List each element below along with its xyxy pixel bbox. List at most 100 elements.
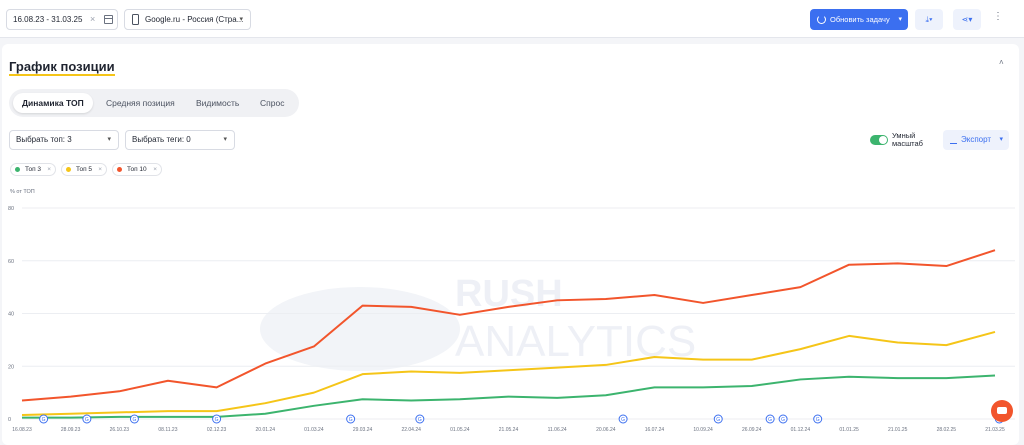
x-tick-label: 20.01.24 bbox=[256, 427, 276, 433]
x-tick-label: 16.07.24 bbox=[645, 427, 665, 433]
x-tick-label: 28.02.25 bbox=[937, 427, 957, 433]
search-engine-value: Google.ru - Россия (Стра... bbox=[145, 15, 244, 24]
event-marker-label: G bbox=[768, 417, 772, 423]
chevron-down-icon: ▾ bbox=[898, 16, 902, 23]
event-marker-label: G bbox=[716, 417, 720, 423]
download-button[interactable]: ⤓▾ bbox=[915, 9, 943, 30]
event-marker-label: G bbox=[621, 417, 625, 423]
select-tags-value: Выбрать теги: 0 bbox=[132, 135, 191, 144]
clear-icon[interactable]: × bbox=[90, 14, 96, 24]
event-marker-label: G bbox=[418, 417, 422, 423]
event-marker bbox=[129, 414, 139, 424]
smart-scale-label: Умный масштаб bbox=[892, 131, 923, 148]
share-button[interactable]: ⋖▾ bbox=[953, 9, 981, 30]
download-icon: ⤓ bbox=[925, 15, 930, 24]
legend-label: Топ 3 bbox=[25, 166, 42, 173]
x-tick-label: 01.12.24 bbox=[791, 427, 811, 433]
select-top-value: Выбрать топ: 3 bbox=[16, 135, 72, 144]
chevron-down-icon: ▾ bbox=[999, 136, 1003, 143]
x-tick-label: 01.03.24 bbox=[304, 427, 324, 433]
x-tick-label: 21.05.24 bbox=[499, 427, 519, 433]
event-marker bbox=[765, 414, 775, 424]
x-tick-label: 08.11.23 bbox=[158, 427, 177, 433]
series-line bbox=[21, 249, 996, 402]
watermark-text: ANALYTICS bbox=[455, 317, 696, 366]
tab-top-dynamics[interactable]: Динамика ТОП bbox=[13, 93, 93, 113]
download-icon bbox=[950, 135, 957, 144]
event-marker bbox=[82, 414, 92, 424]
chevron-down-icon: ▾ bbox=[223, 136, 227, 143]
export-button[interactable]: Экспорт ▾ bbox=[943, 130, 1009, 150]
mobile-device-icon bbox=[132, 14, 139, 25]
x-tick-label: 02.12.23 bbox=[207, 427, 227, 433]
position-chart-card: График позиции ˄ Динамика ТОП Средняя по… bbox=[2, 44, 1019, 445]
x-tick-label: 26.09.24 bbox=[742, 427, 762, 433]
x-tick-label: 26.10.23 bbox=[110, 427, 130, 433]
legend-chip-top5[interactable]: Топ 5 × bbox=[61, 163, 107, 176]
calendar-icon[interactable] bbox=[104, 15, 113, 24]
x-tick-label: 20.06.24 bbox=[596, 427, 616, 433]
share-icon: ⋖ bbox=[961, 15, 969, 24]
tab-demand[interactable]: Спрос bbox=[260, 98, 285, 108]
event-marker bbox=[713, 414, 723, 424]
watermark-logo bbox=[260, 287, 460, 371]
watermark-text: RUSH bbox=[455, 273, 563, 315]
legend-chip-top10[interactable]: Топ 10 × bbox=[112, 163, 162, 176]
x-tick-label: 11.06.24 bbox=[548, 427, 567, 433]
chat-button[interactable] bbox=[991, 400, 1013, 422]
smart-scale-toggle[interactable] bbox=[870, 135, 888, 145]
tab-visibility[interactable]: Видимость bbox=[196, 98, 240, 108]
refresh-icon bbox=[817, 15, 826, 24]
export-label: Экспорт bbox=[961, 135, 992, 144]
event-marker bbox=[618, 414, 628, 424]
x-tick-label: 28.09.23 bbox=[61, 427, 81, 433]
remove-icon[interactable]: × bbox=[153, 166, 157, 173]
x-tick-label: 10.09.24 bbox=[693, 427, 713, 433]
legend-label: Топ 5 bbox=[76, 166, 93, 173]
tab-average-position[interactable]: Средняя позиция bbox=[106, 98, 175, 108]
y-tick-label: 0 bbox=[8, 417, 11, 423]
series-line bbox=[21, 330, 996, 417]
top-toolbar: 16.08.23 - 31.03.25 × Google.ru - Россия… bbox=[0, 0, 1024, 38]
legend-dot bbox=[66, 167, 71, 172]
legend-chip-top3[interactable]: Топ 3 × bbox=[10, 163, 56, 176]
remove-icon[interactable]: × bbox=[98, 166, 102, 173]
select-top[interactable]: Выбрать топ: 3 ▾ bbox=[9, 130, 119, 150]
event-marker-label: G bbox=[816, 417, 820, 423]
legend-dot bbox=[15, 167, 20, 172]
x-tick-label: 22.04.24 bbox=[401, 427, 421, 433]
remove-icon[interactable]: × bbox=[47, 166, 51, 173]
select-tags[interactable]: Выбрать теги: 0 ▾ bbox=[125, 130, 235, 150]
y-tick-label: 20 bbox=[8, 364, 14, 370]
legend-label: Топ 10 bbox=[127, 166, 147, 173]
search-engine-select[interactable]: Google.ru - Россия (Стра... ▾ bbox=[124, 9, 251, 30]
event-marker bbox=[813, 414, 823, 424]
chart-tabs: Динамика ТОП Средняя позиция Видимость С… bbox=[9, 89, 299, 117]
event-marker bbox=[415, 414, 425, 424]
event-marker-label: G bbox=[42, 417, 46, 423]
update-task-label: Обновить задачу bbox=[830, 15, 890, 24]
event-marker-label: G bbox=[215, 417, 219, 423]
event-marker-label: G bbox=[132, 417, 136, 423]
chevron-down-icon: ▾ bbox=[929, 15, 933, 24]
chevron-down-icon: ▾ bbox=[239, 16, 243, 23]
event-marker-label: G bbox=[349, 417, 353, 423]
legend-dot bbox=[117, 167, 122, 172]
x-tick-label: 29.03.24 bbox=[353, 427, 373, 433]
x-tick-label: 01.05.24 bbox=[450, 427, 470, 433]
more-options-icon[interactable]: ⋮ bbox=[993, 11, 1003, 22]
event-marker bbox=[212, 414, 222, 424]
y-tick-label: 40 bbox=[8, 312, 14, 318]
event-marker-label: G bbox=[781, 417, 785, 423]
page-title: График позиции bbox=[9, 59, 115, 76]
y-tick-label: 60 bbox=[8, 259, 14, 265]
x-tick-label: 21.01.25 bbox=[888, 427, 908, 433]
series-line bbox=[22, 374, 996, 419]
y-tick-label: 80 bbox=[8, 206, 14, 212]
update-task-button[interactable]: Обновить задачу ▾ bbox=[810, 9, 908, 30]
date-range-field[interactable]: 16.08.23 - 31.03.25 × bbox=[6, 9, 118, 30]
x-tick-label: 16.08.23 bbox=[12, 427, 32, 433]
event-marker bbox=[346, 414, 356, 424]
collapse-icon[interactable]: ˄ bbox=[999, 58, 1004, 67]
